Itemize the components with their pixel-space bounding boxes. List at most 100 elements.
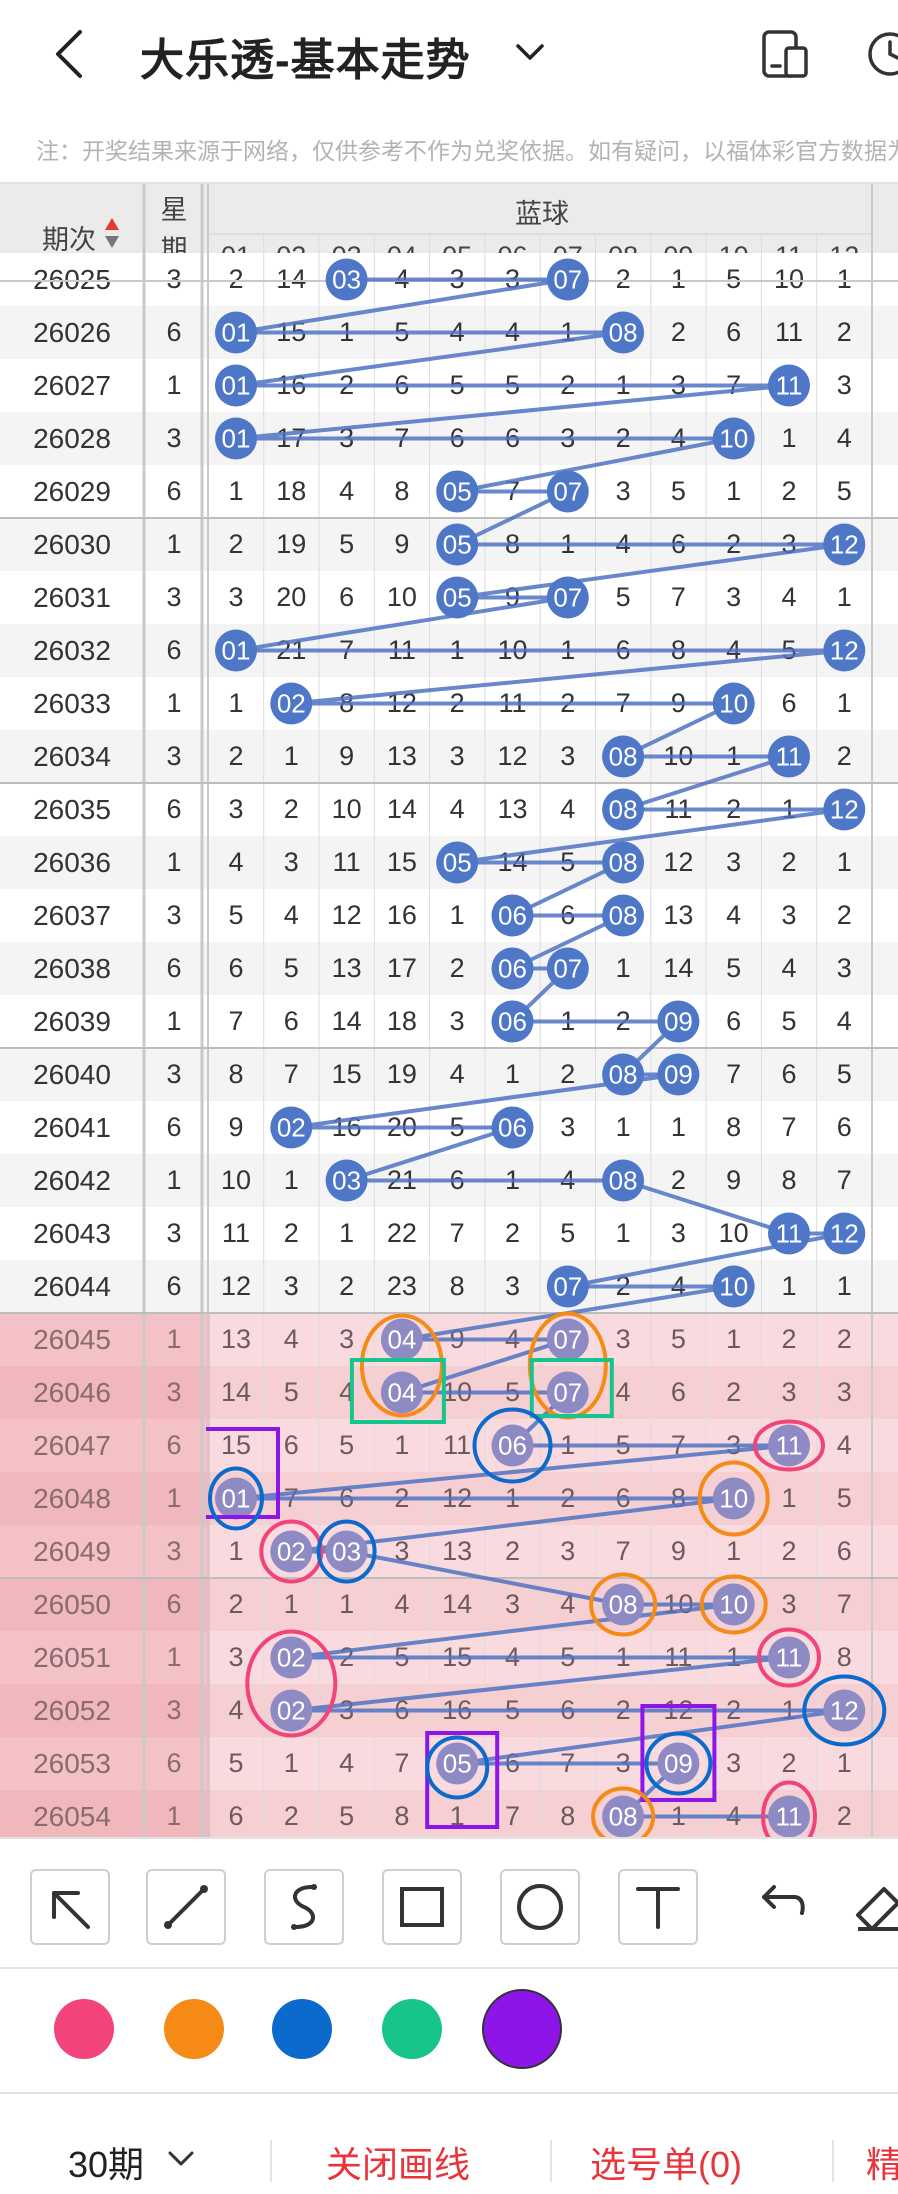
row-highlight [0,1525,210,1578]
green-box-annotation [349,1358,446,1424]
number-cell: 3 [339,1324,355,1354]
issue-cell: 26029 [33,476,111,507]
week-cell: 1 [166,847,182,877]
circle-icon [517,1884,563,1930]
rectangle-tool[interactable] [382,1869,462,1945]
number-cell: 3 [836,953,852,983]
chevron-down-icon[interactable] [164,2144,198,2174]
hit-ball [823,629,866,672]
number-cell: 3 [504,1271,521,1301]
week-cell: 3 [166,1218,182,1248]
number-cell: 7 [726,1059,742,1089]
trend-table[interactable]: 期次 星 期 蓝球 010203040506070809101112 26025… [0,184,898,1837]
week-cell: 3 [166,900,182,930]
hit-ball [546,1318,589,1361]
issue-cell: 26027 [33,370,111,401]
number-cell: 1 [836,264,852,294]
hit-ball [602,841,645,884]
table-row[interactable]: 26054 1 6 2 5 8 1 7 8 1 4 2 [0,1790,898,1837]
color-swatch-blue[interactable] [272,1999,332,2059]
week-cell: 1 [166,1324,182,1354]
number-cell: 6 [726,317,742,347]
number-cell: 3 [836,1377,852,1407]
blue-circle-annotation [472,1407,553,1484]
number-cell: 2 [283,1801,299,1831]
device-icon[interactable] [756,26,812,82]
week-cell: 1 [166,370,182,400]
issue-cell: 26039 [33,1006,111,1037]
number-cell: 1 [339,1589,355,1619]
week-cell: 3 [166,1536,182,1566]
row-highlight [0,1737,210,1790]
number-cell: 5 [670,1324,686,1354]
hit-ball [823,788,866,831]
issue-cell: 26050 [33,1589,111,1620]
circle-tool[interactable] [500,1869,580,1945]
table-row[interactable]: 26045 1 13 4 3 9 4 3 5 1 2 2 [0,1313,898,1366]
number-cell: 2 [560,1059,576,1089]
undo-tool[interactable] [744,1869,814,1945]
clock-icon[interactable] [862,26,898,82]
sort-icon[interactable] [104,216,120,250]
select-arrow-tool[interactable] [30,1869,110,1945]
table-row[interactable]: 26026 6 15 1 5 4 4 1 2 6 11 2 [0,306,898,359]
hit-ball [712,682,755,725]
hit-ball [712,1583,755,1626]
drawing-overlay[interactable] [0,184,898,1837]
number-cell: 14 [442,1589,473,1619]
issue-cell: 26049 [33,1536,111,1567]
hit-ball-number: 06 [498,1113,527,1143]
issue-column-header[interactable]: 期次 [0,206,144,260]
line-tool[interactable] [146,1869,226,1945]
hit-ball-number: 08 [609,901,638,931]
number-cell: 7 [504,1801,521,1831]
more-button[interactable]: 精 [866,2144,898,2185]
number-cell: 1 [615,953,631,983]
table-row[interactable]: 26039 1 7 6 14 18 3 1 2 6 5 4 [0,995,898,1048]
chevron-down-icon[interactable] [510,32,550,72]
number-cell: 20 [276,582,307,612]
number-cell: 3 [781,900,797,930]
hit-ball [436,841,479,884]
number-cell: 15 [220,1430,252,1460]
number-cell: 12 [663,847,694,877]
week-cell: 6 [166,953,182,983]
purple-box-annotation [640,1704,717,1802]
number-cell: 3 [726,582,742,612]
hit-ball [215,629,257,672]
pick-list-button[interactable]: 选号单(0) [590,2144,742,2185]
number-cell: 9 [339,741,355,771]
color-swatch-green[interactable] [382,1999,442,2059]
number-cell: 5 [283,1377,299,1407]
period-select[interactable]: 30期 [68,2144,145,2185]
back-chevron-icon[interactable] [44,24,100,84]
number-cell: 1 [615,1112,631,1142]
close-lines-button[interactable]: 关闭画线 [326,2144,471,2185]
number-cell: 8 [228,1059,244,1089]
table-row[interactable]: 26038 6 6 5 13 17 2 1 14 5 4 3 [0,942,898,995]
hit-ball-number: 10 [719,424,748,454]
number-cell: 2 [228,1589,244,1619]
color-swatch-orange[interactable] [164,1999,224,2059]
number-cell: 15 [331,1059,362,1089]
issue-cell: 26040 [33,1059,111,1090]
number-cell: 4 [394,1589,410,1619]
purple-box-annotation [425,1731,500,1829]
table-row[interactable]: 26037 3 5 4 12 16 1 6 13 4 3 2 [0,889,898,942]
curve-icon [291,1884,317,1930]
table-row[interactable]: 26040 3 8 7 15 19 4 1 2 7 6 5 [0,1048,898,1101]
number-cell: 8 [449,1271,465,1301]
curve-tool[interactable] [264,1869,344,1945]
color-swatch-purple-selected[interactable] [482,1989,562,2069]
pink-circle-annotation [259,1519,324,1584]
eraser-tool[interactable] [854,1869,898,1945]
color-swatch-pink[interactable] [54,1999,114,2059]
table-row[interactable]: 26047 6 15 6 5 1 11 1 5 7 3 4 [0,1419,898,1472]
hit-ball [215,1477,257,1520]
page-title[interactable]: 大乐透-基本走势 [140,36,471,85]
text-tool[interactable] [618,1869,698,1945]
week-cell: 3 [166,264,182,294]
row-highlight [0,1684,210,1737]
select-arrow-icon [52,1891,90,1929]
hit-ball-number: 06 [498,1007,527,1037]
